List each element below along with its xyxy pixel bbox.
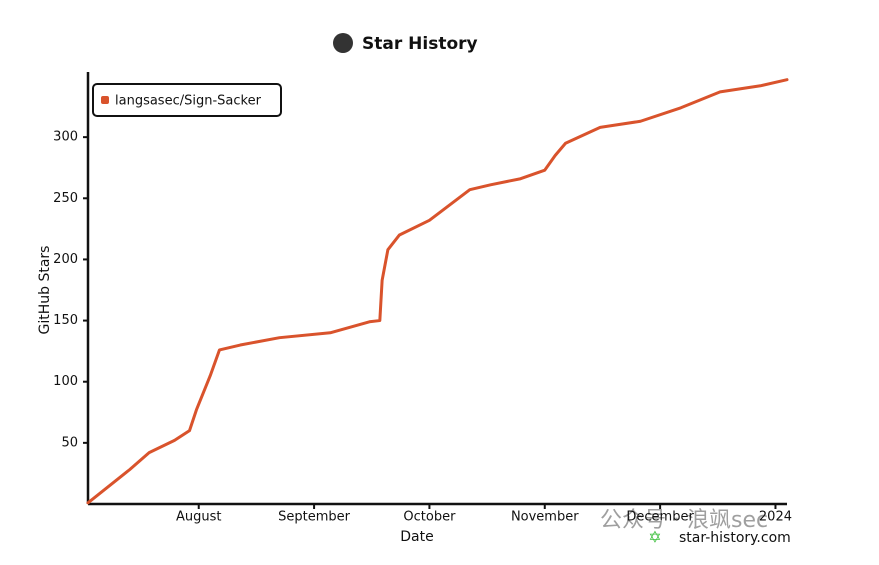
legend-label: langsasec/Sign-Sacker: [115, 94, 262, 109]
x-tick-label: 2024: [759, 510, 792, 525]
legend-swatch: [101, 96, 109, 104]
y-tick-label: 100: [53, 374, 78, 389]
y-tick-label: 300: [53, 130, 78, 145]
data-line: [86, 78, 789, 505]
x-tick-label: December: [626, 510, 694, 525]
chart-title: Star History: [362, 34, 478, 54]
x-tick-label: November: [511, 510, 579, 525]
y-tick-label: 200: [53, 252, 78, 267]
y-tick-label: 150: [53, 313, 78, 328]
overlay-text: 公众号 · 浪飒sec: [600, 508, 768, 533]
y-axis-label: GitHub Stars: [37, 246, 53, 335]
y-tick-label: 50: [61, 435, 78, 450]
x-tick-label: September: [278, 510, 351, 525]
avatar: [333, 33, 353, 53]
x-tick-label: August: [176, 510, 222, 525]
x-axis-label: Date: [400, 529, 433, 545]
x-tick-label: October: [403, 510, 456, 525]
watermark-icon: ✡: [648, 528, 661, 547]
y-tick-label: 250: [53, 191, 78, 206]
legend-box: [92, 83, 282, 117]
watermark: star-history.com: [679, 530, 791, 546]
